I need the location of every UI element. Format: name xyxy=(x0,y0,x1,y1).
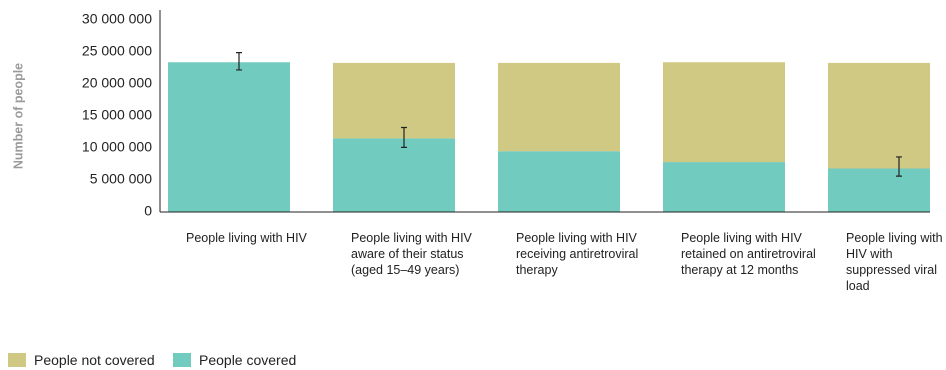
x-tick-label: People living with HIV with suppressed v… xyxy=(846,231,943,293)
y-tick-label: 10 000 000 xyxy=(82,139,152,155)
legend-label: People covered xyxy=(199,352,297,368)
error-bar xyxy=(401,126,407,148)
error-bar xyxy=(896,156,902,177)
bar-segment xyxy=(828,168,930,212)
legend-item: People not covered xyxy=(8,352,155,368)
legend-swatch xyxy=(8,353,26,367)
legend-item: People covered xyxy=(173,352,296,368)
y-tick-label: 0 xyxy=(144,203,152,219)
bar-segment xyxy=(663,162,785,212)
x-tick-label: People living with HIV aware of their st… xyxy=(351,231,472,277)
y-tick-label: 20 000 000 xyxy=(82,75,152,91)
legend-swatch xyxy=(173,353,191,367)
y-tick-label: 25 000 000 xyxy=(82,43,152,59)
bar-segment xyxy=(498,151,620,212)
bar-segment xyxy=(333,138,455,212)
y-tick-label: 15 000 000 xyxy=(82,107,152,123)
bar-segment xyxy=(828,62,930,169)
bar-segment xyxy=(168,62,290,212)
x-tick-label: People living with HIV retained on antir… xyxy=(681,231,816,277)
legend-label: People not covered xyxy=(34,352,155,368)
y-tick-label: 5 000 000 xyxy=(90,171,152,187)
x-tick-label: People living with HIV receiving antiret… xyxy=(516,231,639,277)
bar-segment xyxy=(498,62,620,152)
bar-segment xyxy=(333,62,455,139)
y-axis-label: Number of people xyxy=(11,63,25,169)
x-tick-label: People living with HIV xyxy=(186,231,307,245)
error-bar xyxy=(236,52,242,71)
y-tick-label: 30 000 000 xyxy=(82,11,152,27)
bar-segment xyxy=(663,62,785,163)
